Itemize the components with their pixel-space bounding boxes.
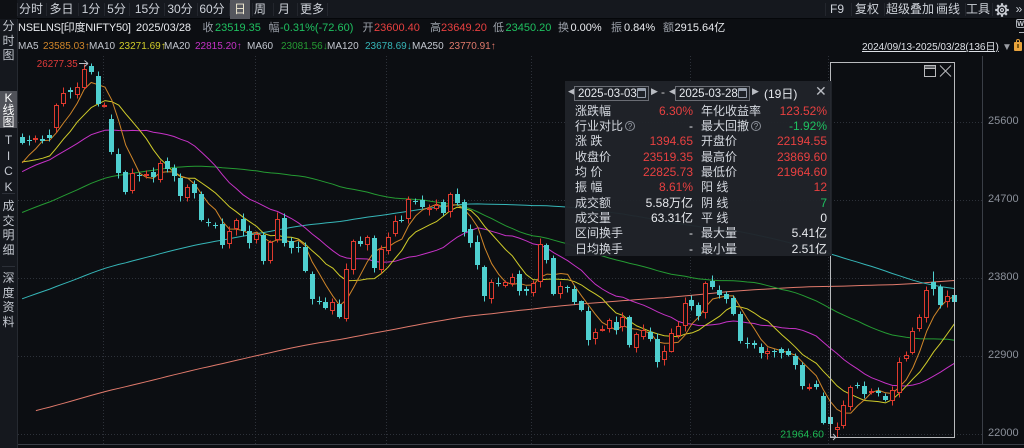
svg-text:26277.35: 26277.35	[37, 59, 78, 70]
svg-text:21964.60: 21964.60	[780, 429, 824, 441]
